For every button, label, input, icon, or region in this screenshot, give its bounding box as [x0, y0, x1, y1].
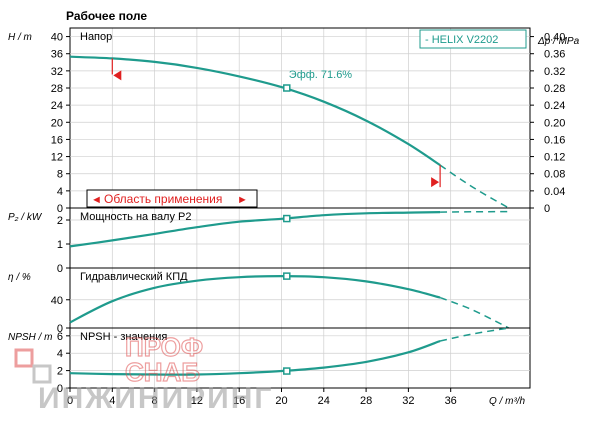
head-y2-tick-label: 0.12 — [544, 152, 565, 164]
watermark-mark-icon — [14, 348, 34, 368]
x-tick-label: 24 — [318, 395, 330, 407]
head-y-tick-label: 0 — [57, 203, 63, 215]
head-y-tick-label: 8 — [57, 169, 63, 181]
efficiency-annotation: Эфф. 71.6% — [289, 69, 353, 81]
power-y-tick-label: 1 — [57, 239, 63, 251]
head-y2-tick-label: 0.16 — [544, 134, 565, 146]
head-series-extension — [439, 164, 510, 209]
head-y2-tick-label: 0.08 — [544, 169, 565, 181]
watermark-text: ИНЖИНИРИНГ — [38, 382, 273, 415]
head-y-tick-label: 36 — [51, 49, 63, 61]
power-y-label: P₂ / kW — [8, 212, 43, 223]
power-series-line — [69, 211, 441, 248]
x-tick-label: 36 — [445, 395, 457, 407]
head-y2-tick-label: 0.28 — [544, 83, 565, 95]
npsh-y-tick-label: 4 — [57, 348, 63, 360]
watermark-mark-icon — [32, 364, 52, 384]
head-y-tick-label: 24 — [51, 100, 63, 112]
legend-box — [419, 29, 527, 49]
head-y2-tick-label: 0.36 — [544, 49, 565, 61]
power-y-tick-label: 2 — [57, 215, 63, 227]
npsh-frame — [69, 327, 531, 389]
head-y2-tick-label: 0.40 — [544, 32, 565, 44]
efficiency-series-line — [69, 274, 441, 324]
head-y-tick-label: 40 — [51, 32, 63, 44]
efficiency-series-extension — [439, 296, 510, 329]
head-y-label: H / m — [8, 32, 32, 43]
application-range-box — [86, 189, 258, 208]
npsh-y-tick-label: 6 — [57, 331, 63, 343]
x-tick-label: 32 — [402, 395, 414, 407]
head-y2-tick-label: 0 — [544, 203, 550, 215]
x-axis-label: Q / m³/h — [489, 396, 526, 407]
head-y-tick-label: 32 — [51, 66, 63, 78]
head-y-tick-label: 28 — [51, 83, 63, 95]
efficiency-y-label: η / % — [8, 272, 31, 283]
application-range-end-arrow: ► — [237, 194, 248, 206]
head-y-tick-label: 16 — [51, 134, 63, 146]
power-panel: 0 1 2 P₂ / kW Мощность на валу P2 — [8, 207, 531, 275]
x-tick-label: 12 — [191, 395, 203, 407]
head-y-tick-label: 20 — [51, 117, 63, 129]
head-y2-tick-label: 0.04 — [544, 186, 565, 198]
npsh-y-tick-label: 2 — [57, 366, 63, 378]
head-y2-tick-label: 0.20 — [544, 117, 565, 129]
min-flow-marker-arrow — [113, 70, 122, 81]
head-panel: 0 4 8 12 16 20 24 28 32 36 40 H / m Напор 0 0.04 0.08 0.… — [8, 27, 580, 215]
power-duty-point — [283, 214, 291, 223]
efficiency-duty-point — [283, 272, 291, 280]
efficiency-panel-label: Гидравлический КПД — [80, 271, 188, 283]
npsh-series-line — [69, 339, 441, 376]
x-tick-label: 0 — [67, 395, 73, 407]
watermark-text: СНАБ — [125, 357, 200, 387]
efficiency-y-tick-label: 0 — [57, 323, 63, 335]
power-series-extension — [440, 210, 509, 213]
legend-series-name: - HELIX V2202 — [425, 34, 498, 46]
x-tick-label: 28 — [360, 395, 372, 407]
head-series-line — [69, 55, 441, 167]
application-range-start-arrow: ◄ — [91, 194, 102, 206]
efficiency-panel: 0 40 η / % Гидравлический КПД — [8, 267, 531, 335]
head-y2-label: Δp / MPa — [537, 36, 580, 47]
npsh-y-tick-label: 0 — [57, 383, 63, 395]
npsh-panel: 0 2 4 6 NPSH / m NPSH - значения — [8, 327, 531, 395]
power-panel-label: Мощность на валу P2 — [80, 211, 192, 223]
npsh-y-label: NPSH / m — [8, 332, 52, 343]
x-tick-label: 20 — [275, 395, 287, 407]
head-duty-point — [283, 84, 291, 92]
head-frame — [69, 27, 531, 209]
head-panel-label: Напор — [80, 31, 112, 43]
x-tick-label: 16 — [233, 395, 245, 407]
npsh-series-extension — [439, 327, 510, 342]
max-flow-marker-arrow — [431, 177, 440, 188]
watermark-text: ПРОФ — [125, 332, 203, 362]
application-range-label: Область применения — [104, 192, 222, 206]
npsh-panel-label: NPSH - значения — [80, 331, 167, 343]
x-tick-label: 8 — [152, 395, 158, 407]
efficiency-y-tick-label: 40 — [51, 295, 63, 307]
head-y2-tick-label: 0.32 — [544, 66, 565, 78]
x-tick-label: 4 — [109, 395, 115, 407]
head-y-tick-label: 12 — [51, 152, 63, 164]
head-y-tick-label: 4 — [57, 186, 63, 198]
head-y2-tick-label: 0.24 — [544, 100, 565, 112]
chart-title: Рабочее поле — [66, 9, 147, 23]
power-y-tick-label: 0 — [57, 263, 63, 275]
npsh-duty-point — [283, 367, 291, 375]
